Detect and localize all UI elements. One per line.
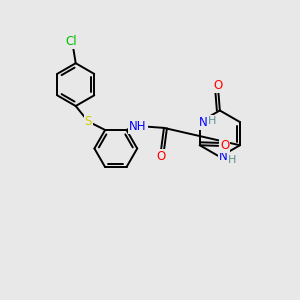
Text: Cl: Cl bbox=[65, 35, 77, 48]
Text: O: O bbox=[220, 139, 230, 152]
Text: H: H bbox=[208, 116, 216, 126]
Text: O: O bbox=[156, 150, 166, 163]
Text: N: N bbox=[219, 150, 228, 163]
Text: N: N bbox=[199, 116, 208, 129]
Text: S: S bbox=[85, 115, 92, 128]
Text: O: O bbox=[214, 79, 223, 92]
Text: NH: NH bbox=[129, 120, 147, 133]
Text: H: H bbox=[227, 155, 236, 165]
